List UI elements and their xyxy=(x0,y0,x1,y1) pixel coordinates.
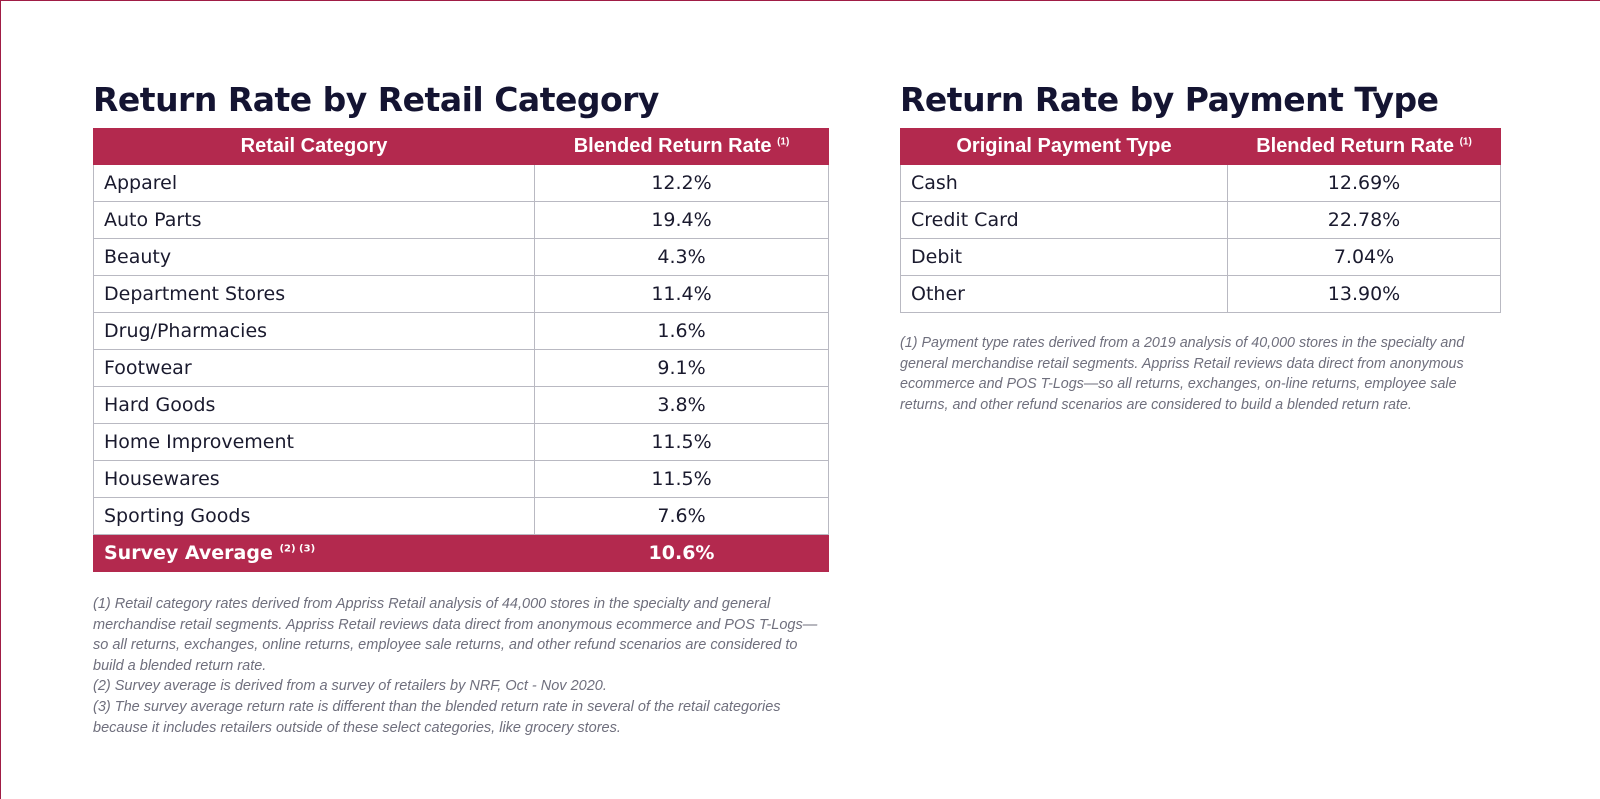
category-rate: 11.4% xyxy=(534,275,829,313)
retail-category-table: Retail Category Blended Return Rate (1) … xyxy=(93,128,829,572)
footnote: (2) Survey average is derived from a sur… xyxy=(93,678,607,695)
category-label: Beauty xyxy=(93,238,535,276)
payment-type-panel: Return Rate by Payment Type Original Pay… xyxy=(900,78,1501,415)
category-rate: 7.6% xyxy=(534,497,829,535)
payment-label: Cash xyxy=(900,164,1228,202)
table-row: Other 13.90% xyxy=(900,275,1501,313)
blended-return-rate-header: Blended Return Rate (1) xyxy=(1227,128,1501,165)
category-label: Footwear xyxy=(93,349,535,387)
payment-rate: 12.69% xyxy=(1227,164,1501,202)
table-row: Sporting Goods 7.6% xyxy=(93,497,829,535)
category-rate: 19.4% xyxy=(534,201,829,239)
retail-category-footnotes: (1) Retail category rates derived from A… xyxy=(93,594,829,738)
category-rate: 11.5% xyxy=(534,423,829,461)
category-label: Sporting Goods xyxy=(93,497,535,535)
table-row: Cash 12.69% xyxy=(900,164,1501,202)
category-label: Home Improvement xyxy=(93,423,535,461)
category-label: Department Stores xyxy=(93,275,535,313)
payment-label: Debit xyxy=(900,238,1228,276)
category-rate: 1.6% xyxy=(534,312,829,350)
table-row: Beauty 4.3% xyxy=(93,238,829,276)
retail-category-panel: Return Rate by Retail Category Retail Ca… xyxy=(93,78,829,738)
payment-type-footnotes: (1) Payment type rates derived from a 20… xyxy=(900,333,1500,415)
category-label: Hard Goods xyxy=(93,386,535,424)
category-rate: 12.2% xyxy=(534,164,829,202)
payment-rate: 13.90% xyxy=(1227,275,1501,313)
retail-category-title: Return Rate by Retail Category xyxy=(93,80,659,119)
table-header-row: Original Payment Type Blended Return Rat… xyxy=(900,128,1501,165)
payment-rate: 7.04% xyxy=(1227,238,1501,276)
payment-label: Credit Card xyxy=(900,201,1228,239)
category-rate: 9.1% xyxy=(534,349,829,387)
category-label: Auto Parts xyxy=(93,201,535,239)
footnote-mark: (2) (3) xyxy=(279,543,316,555)
table-row: Drug/Pharmacies 1.6% xyxy=(93,312,829,350)
survey-average-value: 10.6% xyxy=(534,534,829,572)
footnote: (1) Retail category rates derived from A… xyxy=(93,596,818,674)
payment-type-table: Original Payment Type Blended Return Rat… xyxy=(900,128,1501,313)
table-row: Footwear 9.1% xyxy=(93,349,829,387)
table-row: Hard Goods 3.8% xyxy=(93,386,829,424)
category-label: Drug/Pharmacies xyxy=(93,312,535,350)
table-row: Credit Card 22.78% xyxy=(900,201,1501,239)
table-row: Housewares 11.5% xyxy=(93,460,829,498)
category-label: Apparel xyxy=(93,164,535,202)
survey-average-label: Survey Average (2) (3) xyxy=(93,534,535,572)
table-row: Debit 7.04% xyxy=(900,238,1501,276)
blended-return-rate-header: Blended Return Rate (1) xyxy=(534,128,829,165)
retail-category-header: Retail Category xyxy=(93,128,535,165)
table-row: Apparel 12.2% xyxy=(93,164,829,202)
footnote-mark: (1) xyxy=(1459,136,1472,148)
payment-type-header: Original Payment Type xyxy=(900,128,1228,165)
footnote-mark: (1) xyxy=(777,136,790,148)
table-row: Auto Parts 19.4% xyxy=(93,201,829,239)
footnote: (3) The survey average return rate is di… xyxy=(93,698,781,736)
footnote: (1) Payment type rates derived from a 20… xyxy=(900,335,1465,413)
payment-label: Other xyxy=(900,275,1228,313)
payment-type-title: Return Rate by Payment Type xyxy=(900,80,1439,119)
category-label: Housewares xyxy=(93,460,535,498)
table-row: Home Improvement 11.5% xyxy=(93,423,829,461)
category-rate: 4.3% xyxy=(534,238,829,276)
table-row: Department Stores 11.4% xyxy=(93,275,829,313)
payment-rate: 22.78% xyxy=(1227,201,1501,239)
table-header-row: Retail Category Blended Return Rate (1) xyxy=(93,128,829,165)
category-rate: 11.5% xyxy=(534,460,829,498)
category-rate: 3.8% xyxy=(534,386,829,424)
survey-average-row: Survey Average (2) (3) 10.6% xyxy=(93,534,829,572)
